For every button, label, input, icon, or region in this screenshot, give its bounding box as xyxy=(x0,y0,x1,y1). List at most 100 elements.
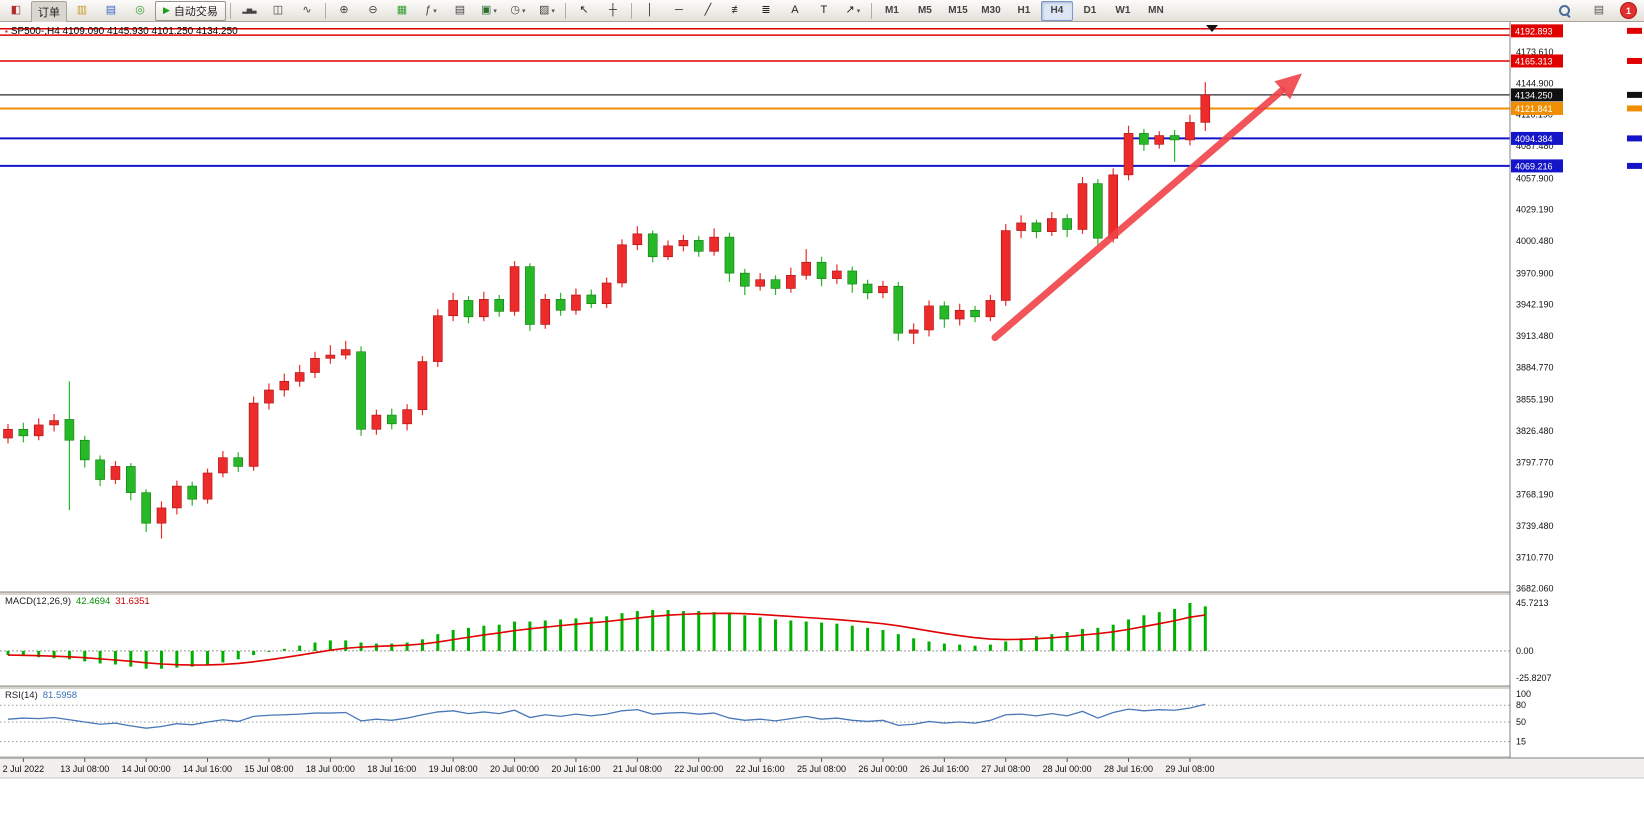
svg-text:4000.480: 4000.480 xyxy=(1516,236,1554,246)
notification-badge[interactable]: 1 xyxy=(1620,2,1637,19)
svg-text:26 Jul 16:00: 26 Jul 16:00 xyxy=(920,764,969,774)
svg-text:22 Jul 16:00: 22 Jul 16:00 xyxy=(736,764,785,774)
panel-backgrounds xyxy=(0,22,1644,813)
chart-title: ▪ SP500-,H4 4109.090 4145.930 4101.250 41… xyxy=(5,26,238,37)
svg-text:4173.610: 4173.610 xyxy=(1516,47,1554,57)
chevron-down-icon: ▾ xyxy=(493,7,497,15)
svg-text:45.7213: 45.7213 xyxy=(1516,598,1549,608)
svg-text:4192.893: 4192.893 xyxy=(1515,26,1553,36)
svg-text:4165.313: 4165.313 xyxy=(1515,56,1553,66)
fibonacci-icon: ≢ xyxy=(731,4,743,16)
toolbar: ◧ 订单 ▥ ▤ ◎ ▶ 自动交易 ▂▅▃ ◫ ∿ ⊕ ⊖ ▦ ƒ ▾ ▤ ▣ ▾ ◷ ▾ ▨ ▾ ↖ ┼ │ ─ ╱ ≢ ≣ A T ↗ ▾ M… xyxy=(0,0,1644,22)
horizontal-line-objects xyxy=(0,28,1510,167)
label-icon: T xyxy=(820,4,828,16)
svg-text:14 Jul 16:00: 14 Jul 16:00 xyxy=(183,764,232,774)
zoom-in-icon[interactable]: ⊕ xyxy=(330,1,358,21)
clock-icon: ◷ xyxy=(510,4,520,16)
time-axis: 2 Jul 2022 13 Jul 08:00 14 Jul 00:00 14 Jul… xyxy=(0,757,1644,779)
timeframe-mn[interactable]: MN xyxy=(1148,5,1164,16)
toolbar-separator xyxy=(229,2,231,19)
svg-text:3913.480: 3913.480 xyxy=(1516,331,1554,341)
svg-text:21 Jul 08:00: 21 Jul 08:00 xyxy=(613,764,662,774)
svg-text:4029.190: 4029.190 xyxy=(1516,205,1554,215)
svg-text:3797.770: 3797.770 xyxy=(1516,457,1554,467)
timeframe-m15[interactable]: M15 xyxy=(948,5,968,16)
candlestick-series xyxy=(3,82,1211,539)
svg-text:3942.190: 3942.190 xyxy=(1516,300,1554,310)
candlestick-icon[interactable]: ◫ xyxy=(264,1,292,21)
svg-text:25 Jul 08:00: 25 Jul 08:00 xyxy=(797,764,846,774)
navigator-icon[interactable]: ◎ xyxy=(126,1,154,21)
cursor-icon[interactable]: ↖ xyxy=(570,1,598,21)
market-watch-icon: ▤ xyxy=(105,4,117,16)
vertical-line-icon[interactable]: │ xyxy=(636,1,664,21)
timeframe-m5[interactable]: M5 xyxy=(917,5,932,16)
search-icon xyxy=(1558,4,1571,17)
macd-signal-value: 31.6351 xyxy=(115,596,150,607)
indicators-icon[interactable]: ƒ ▾ xyxy=(417,1,445,21)
svg-text:2 Jul 2022: 2 Jul 2022 xyxy=(3,764,45,774)
clock-icon[interactable]: ◷ ▾ xyxy=(504,1,532,21)
svg-text:3826.480: 3826.480 xyxy=(1516,426,1554,436)
timeframe-m1[interactable]: M1 xyxy=(884,5,899,16)
toolbar-separator xyxy=(324,2,326,19)
bar-chart-icon[interactable]: ▂▅▃ xyxy=(235,1,263,21)
rsi-indicator-label: RSI(14) 81.5958 xyxy=(5,690,77,701)
text-icon[interactable]: A xyxy=(781,1,809,21)
layers-icon[interactable]: ▤ xyxy=(1585,1,1613,21)
bar-chart-icon: ▂▅▃ xyxy=(242,7,256,14)
timeframe-w1[interactable]: W1 xyxy=(1115,5,1131,16)
svg-text:20 Jul 16:00: 20 Jul 16:00 xyxy=(551,764,600,774)
parallel-lines-icon: ≣ xyxy=(761,4,771,16)
svg-text:14 Jul 00:00: 14 Jul 00:00 xyxy=(122,764,171,774)
app-icon[interactable]: ◧ xyxy=(2,1,30,21)
svg-text:50: 50 xyxy=(1516,717,1526,727)
new-chart-icon[interactable]: ▣ ▾ xyxy=(475,1,503,21)
svg-text:3710.770: 3710.770 xyxy=(1516,552,1554,562)
crosshair-icon: ┼ xyxy=(609,4,617,16)
new-order-icon[interactable]: ▥ xyxy=(68,1,96,21)
macd-panel xyxy=(0,603,1510,669)
parallel-lines-icon[interactable]: ≣ xyxy=(752,1,780,21)
crosshair-icon[interactable]: ┼ xyxy=(599,1,627,21)
rsi-value: 81.5958 xyxy=(42,690,78,701)
market-watch-icon[interactable]: ▤ xyxy=(97,1,125,21)
search-icon[interactable] xyxy=(1550,1,1578,21)
zoom-out-icon[interactable]: ⊖ xyxy=(359,1,387,21)
line-chart-icon: ∿ xyxy=(302,4,312,16)
candlestick-icon: ◫ xyxy=(272,4,284,16)
objects-list-icon[interactable]: ▤ xyxy=(446,1,474,21)
timeframe-h4[interactable]: H4 xyxy=(1040,0,1073,21)
svg-text:4134.250: 4134.250 xyxy=(1515,90,1553,100)
horizontal-line-icon[interactable]: ─ xyxy=(665,1,693,21)
label-icon[interactable]: T xyxy=(810,1,838,21)
symbol-marker-icon: ▪ xyxy=(5,27,8,36)
layers-icon: ▤ xyxy=(1593,4,1605,16)
svg-text:0.00: 0.00 xyxy=(1516,646,1534,656)
macd-name: MACD(12,26,9) xyxy=(5,596,71,607)
svg-text:26 Jul 00:00: 26 Jul 00:00 xyxy=(858,764,907,774)
timeframe-d1[interactable]: D1 xyxy=(1083,5,1097,16)
macd-value: 42.4694 xyxy=(76,596,111,607)
svg-text:4094.384: 4094.384 xyxy=(1515,134,1553,144)
vertical-line-icon: │ xyxy=(646,4,654,16)
fibonacci-icon[interactable]: ≢ xyxy=(723,1,751,21)
text-icon: A xyxy=(791,4,799,16)
templates-icon: ▨ xyxy=(538,4,550,16)
toolbar-right-group: ▤ 1 xyxy=(1550,1,1642,21)
svg-text:15: 15 xyxy=(1516,737,1526,747)
orders-tab[interactable]: 订单 xyxy=(31,1,67,22)
trendline-icon[interactable]: ╱ xyxy=(694,1,722,21)
chart-title-text: SP500-,H4 4109.090 4145.930 4101.250 413… xyxy=(10,26,238,37)
timeframe-m30[interactable]: M30 xyxy=(981,5,1001,16)
svg-text:3682.060: 3682.060 xyxy=(1516,584,1554,594)
timeframe-h1[interactable]: H1 xyxy=(1017,5,1031,16)
auto-trading-button[interactable]: ▶ 自动交易 xyxy=(155,0,226,21)
line-chart-icon[interactable]: ∿ xyxy=(293,1,321,21)
templates-icon[interactable]: ▨ ▾ xyxy=(533,1,561,21)
tile-windows-icon[interactable]: ▦ xyxy=(388,1,416,21)
arrows-icon[interactable]: ↗ ▾ xyxy=(839,1,867,21)
trend-arrow-annotation xyxy=(991,25,1302,342)
